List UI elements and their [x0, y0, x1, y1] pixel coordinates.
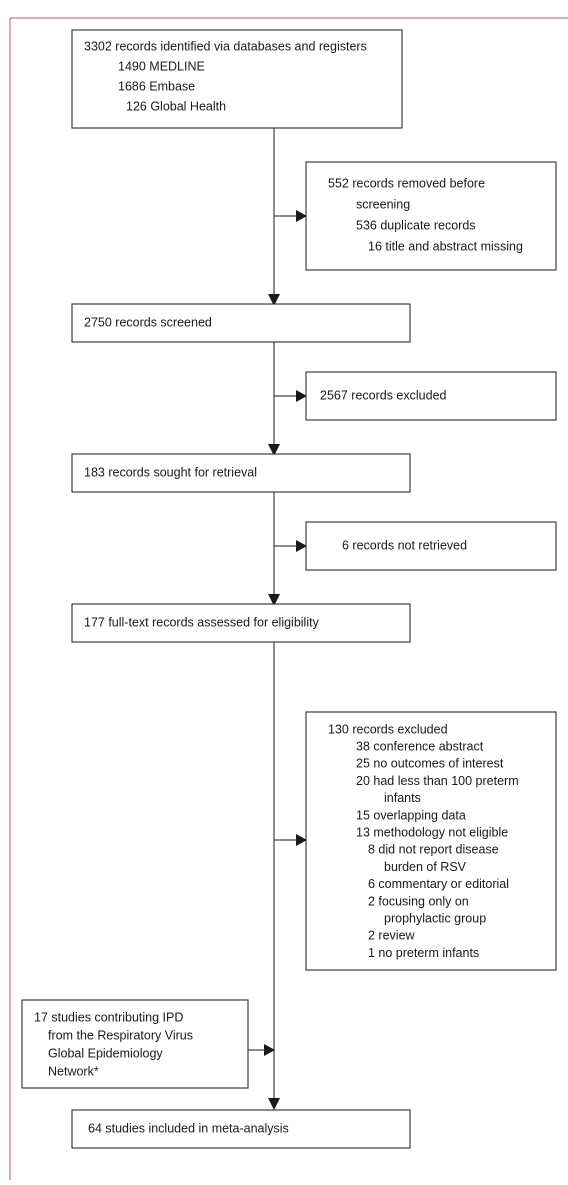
flow-box: 17 studies contributing IPD from the Resp…: [21, 999, 249, 1089]
box-detail: 1 no preterm infants: [368, 946, 479, 960]
arrow-head: [268, 294, 280, 306]
box-heading: 6 records not retrieved: [342, 538, 467, 552]
box-detail: prophylactic group: [384, 911, 486, 925]
box-detail: Global Epidemiology: [48, 1046, 163, 1060]
box-detail: from the Respiratory Virus: [48, 1028, 193, 1042]
box-heading: 3302 records identified via databases an…: [84, 39, 367, 53]
connectors: [248, 128, 307, 1110]
flow-box: 6 records not retrieved: [305, 521, 557, 571]
box-detail: 126 Global Health: [126, 99, 226, 113]
box-detail: infants: [384, 791, 421, 805]
box-heading: 17 studies contributing IPD: [34, 1010, 183, 1024]
box-detail: Network*: [48, 1064, 99, 1078]
box-frame: [21, 999, 249, 1089]
box-heading: 2750 records screened: [84, 315, 212, 329]
arrow-head: [268, 444, 280, 456]
box-detail: 536 duplicate records: [356, 218, 476, 232]
box-detail: 38 conference abstract: [356, 739, 484, 753]
arrow-head: [296, 540, 307, 552]
box-frame: [71, 453, 411, 493]
box-detail: 25 no outcomes of interest: [356, 757, 504, 771]
box-detail: 16 title and abstract missing: [368, 239, 523, 253]
boxes: 3302 records identified via databases an…: [21, 29, 557, 1149]
arrow-head: [296, 210, 307, 222]
flow-box: 552 records removed before screening 536 d…: [305, 161, 557, 271]
arrow-head: [296, 390, 307, 402]
box-detail: 6 commentary or editorial: [368, 877, 509, 891]
box-detail: 2 focusing only on: [368, 894, 469, 908]
flow-box: 177 full-text records assessed for eligi…: [71, 603, 411, 643]
box-frame: [305, 521, 557, 571]
box-detail: 20 had less than 100 preterm: [356, 774, 519, 788]
box-frame: [71, 1109, 411, 1149]
box-detail: screening: [356, 197, 410, 211]
box-frame: [305, 711, 557, 971]
flow-box: 2567 records excluded: [305, 371, 557, 421]
box-heading: 2567 records excluded: [320, 388, 447, 402]
box-frame: [71, 603, 411, 643]
box-frame: [71, 29, 403, 129]
box-heading: 64 studies included in meta-analysis: [88, 1121, 289, 1135]
flow-box: 183 records sought for retrieval: [71, 453, 411, 493]
flow-box: 3302 records identified via databases an…: [71, 29, 403, 129]
flow-box: 64 studies included in meta-analysis: [71, 1109, 411, 1149]
arrow-head: [268, 594, 280, 606]
box-detail: 1686 Embase: [118, 79, 195, 93]
arrow-head: [296, 834, 307, 846]
box-frame: [305, 371, 557, 421]
box-heading: 130 records excluded: [328, 722, 448, 736]
box-frame: [305, 161, 557, 271]
box-heading: 177 full-text records assessed for eligi…: [84, 615, 320, 629]
box-detail: burden of RSV: [384, 860, 467, 874]
box-heading: 552 records removed before: [328, 176, 485, 190]
box-detail: 15 overlapping data: [356, 808, 466, 822]
flow-box: 2750 records screened: [71, 303, 411, 343]
box-detail: 1490 MEDLINE: [118, 59, 205, 73]
box-detail: 8 did not report disease: [368, 843, 499, 857]
flow-box: 130 records excluded 38 conference abstra…: [305, 711, 557, 971]
box-detail: 13 methodology not eligible: [356, 825, 508, 839]
box-detail: 2 review: [368, 929, 416, 943]
arrow-head: [264, 1044, 275, 1056]
arrow-head: [268, 1098, 280, 1110]
box-frame: [71, 303, 411, 343]
box-heading: 183 records sought for retrieval: [84, 465, 257, 479]
